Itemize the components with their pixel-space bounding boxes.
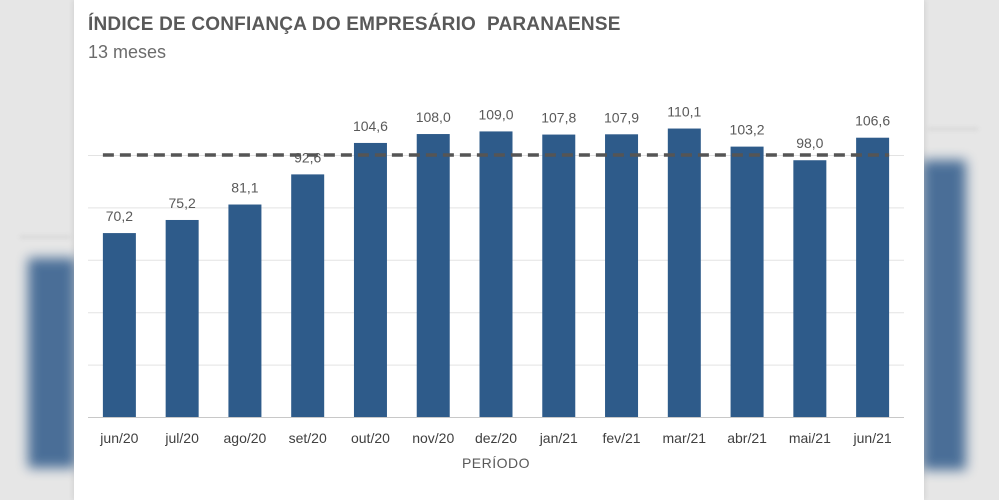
data-label: 104,6 <box>353 118 388 134</box>
x-tick-label: mar/21 <box>663 430 707 446</box>
x-tick-label: jan/21 <box>539 430 578 446</box>
bar <box>228 204 262 417</box>
bar <box>542 134 576 417</box>
x-tick-label: abr/21 <box>727 430 767 446</box>
bar <box>856 137 890 417</box>
chart-subtitle: 13 meses <box>88 42 167 62</box>
data-label: 75,2 <box>169 195 196 211</box>
bar <box>667 128 701 417</box>
data-label: 92,6 <box>294 149 321 165</box>
bar <box>605 134 639 417</box>
data-label: 81,1 <box>231 180 258 196</box>
bar <box>793 160 827 418</box>
x-tick-label: dez/20 <box>475 430 517 446</box>
x-tick-label: mai/21 <box>789 430 831 446</box>
data-label: 106,6 <box>855 113 890 129</box>
x-tick-label: jun/20 <box>99 430 138 446</box>
bar <box>291 174 325 417</box>
x-tick-label: nov/20 <box>412 430 454 446</box>
x-tick-label: jul/20 <box>164 430 199 446</box>
bar <box>479 131 513 418</box>
x-axis-title: PERÍODO <box>462 455 530 471</box>
data-label: 107,9 <box>604 109 639 125</box>
data-label: 70,2 <box>106 208 133 224</box>
x-tick-label: out/20 <box>351 430 390 446</box>
background-blur-left <box>28 258 76 468</box>
x-tick-label: jun/21 <box>853 430 892 446</box>
data-label: 108,0 <box>416 109 451 125</box>
data-label: 107,8 <box>541 110 576 126</box>
bar <box>102 233 136 417</box>
x-tick-label: ago/20 <box>224 430 267 446</box>
bar <box>730 146 764 417</box>
x-tick-label: set/20 <box>289 430 327 446</box>
background-line <box>928 128 978 130</box>
background-blur-right <box>922 160 966 470</box>
bar <box>416 134 450 418</box>
bar <box>353 142 387 417</box>
data-label: 98,0 <box>796 135 823 151</box>
chart-title: ÍNDICE DE CONFIANÇA DO EMPRESÁRIO PARANA… <box>88 14 621 35</box>
data-label: 109,0 <box>478 106 513 122</box>
data-label: 110,1 <box>667 104 701 120</box>
bar-chart: 70,2 jun/20 75,2 jul/20 81,1 ago/20 92,6 set/20… <box>88 104 904 471</box>
chart-card: ÍNDICE DE CONFIANÇA DO EMPRESÁRIO PARANA… <box>74 0 924 500</box>
x-tick-label: fev/21 <box>602 430 640 446</box>
data-label: 103,2 <box>730 122 765 138</box>
bar <box>165 219 199 417</box>
background-line <box>20 236 70 238</box>
